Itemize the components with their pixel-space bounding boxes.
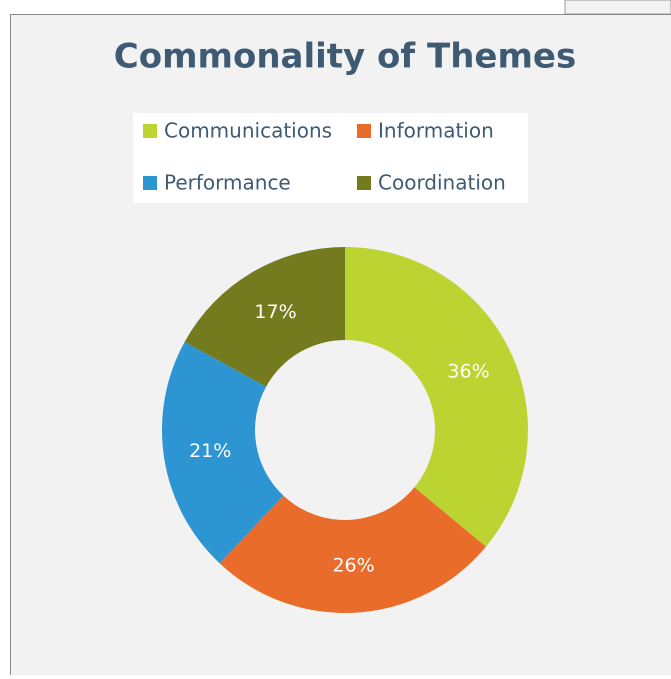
legend-label: Communications xyxy=(164,119,332,143)
legend-label: Information xyxy=(378,119,494,143)
data-label: 26% xyxy=(332,555,374,577)
data-label: 21% xyxy=(189,440,231,462)
corner-box xyxy=(565,0,671,14)
data-label: 36% xyxy=(447,360,489,382)
legend-label: Performance xyxy=(164,171,291,195)
legend-swatch xyxy=(357,124,371,138)
chart-title: Commonality of Themes xyxy=(114,37,576,77)
legend-label: Coordination xyxy=(378,171,506,195)
legend-swatch xyxy=(357,176,371,190)
legend-swatch xyxy=(143,176,157,190)
data-label: 17% xyxy=(254,301,296,323)
legend-swatch xyxy=(143,124,157,138)
